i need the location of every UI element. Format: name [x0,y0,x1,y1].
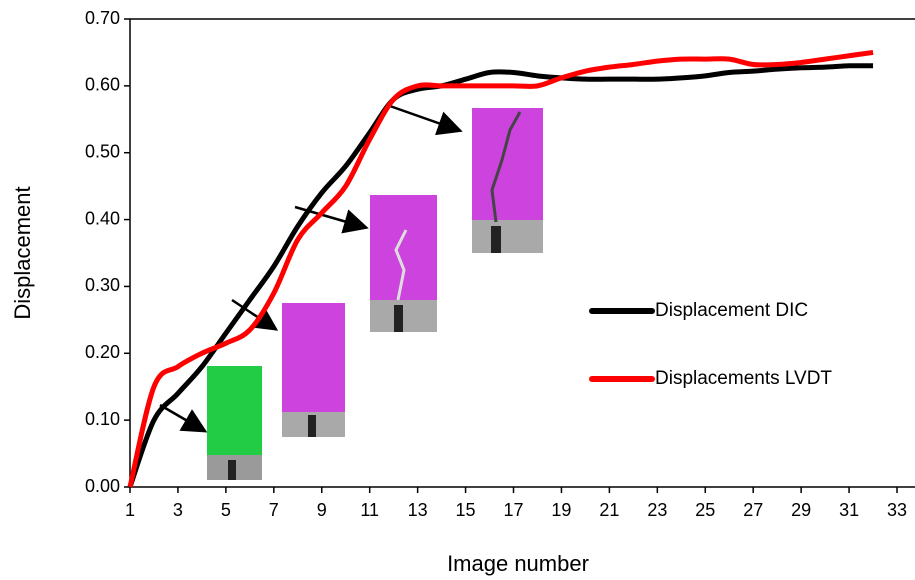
x-tick-label: 7 [269,500,279,520]
y-tick-label: 0.60 [85,75,120,95]
x-tick-label: 19 [551,500,571,520]
specimen-insets [207,108,543,480]
x-tick-label: 15 [456,500,476,520]
x-tick-label: 25 [695,500,715,520]
x-tick-label: 31 [839,500,859,520]
x-tick-label: 27 [743,500,763,520]
x-axis-title: Image number [447,551,589,576]
x-tick-label: 29 [791,500,811,520]
x-tick-label: 11 [360,500,379,520]
x-tick-label: 33 [887,500,907,520]
y-tick-label: 0.50 [85,141,120,161]
legend-label: Displacement DIC [655,300,808,321]
x-tick-label: 5 [221,500,231,520]
y-tick-label: 0.00 [85,476,120,496]
y-tick-label: 0.70 [85,8,120,28]
x-tick-label: 13 [408,500,428,520]
legend-label: Displacements LVDT [655,368,832,389]
x-tick-label: 21 [599,500,619,520]
x-tick-label: 1 [125,500,135,520]
chart: Image number Displacement 0.00 0.10 0.20 0.… [0,0,915,580]
y-tick-label: 0.30 [85,275,120,295]
x-tick-label: 23 [647,500,667,520]
x-tick-label: 9 [317,500,327,520]
y-tick-label: 0.20 [85,342,120,362]
x-tick-label: 17 [503,500,523,520]
y-axis-title: Displacement [10,186,35,319]
x-tick-label: 3 [173,500,183,520]
y-tick-label: 0.40 [85,208,120,228]
y-tick-label: 0.10 [85,409,120,429]
